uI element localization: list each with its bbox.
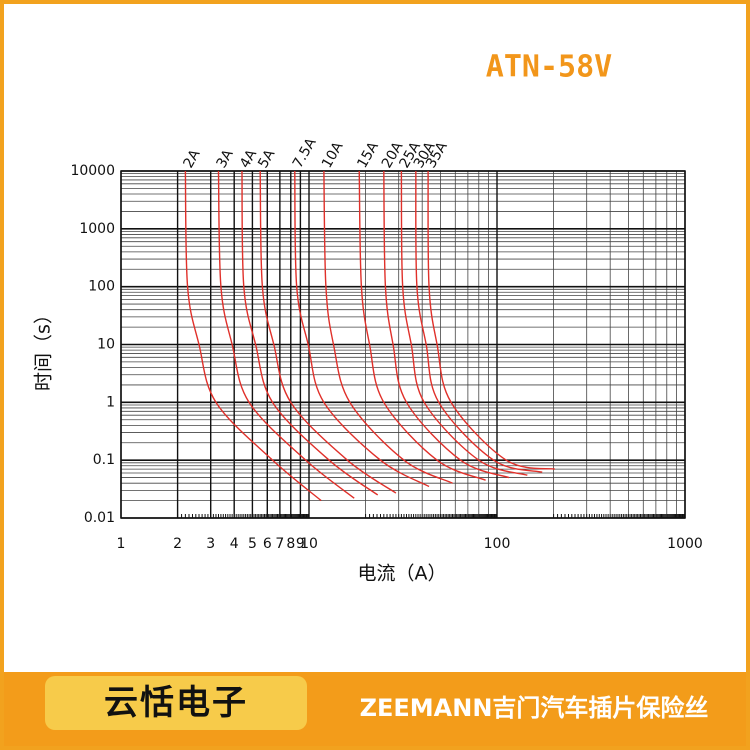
x-tick-label: 100 [484,536,511,552]
x-tick-label: 3 [206,536,215,552]
brand: 云恬电子 [45,676,307,730]
plot-frame [120,170,686,519]
series-label: 7.5A [290,135,320,171]
fuse-curve [294,170,430,488]
y-tick-label: 1 [106,394,115,410]
x-tick-label: 1000 [667,536,703,552]
fuse-curve [217,170,355,499]
series-label: 10A [319,139,347,171]
fuse-curve [184,170,322,502]
chart: ATN-58V 电流（A） 时间（s） 0.01 0.1 1 10 100 1000 100… [33,50,703,585]
product-name: ZEEMANN吉门汽车插片保险丝 [359,694,709,722]
fuse-curve [415,170,543,473]
fuse-curve [241,170,379,496]
x-tick-label: 10 [300,536,318,552]
fuse-curve [400,170,528,476]
x-axis-label: 电流（A） [358,563,447,585]
series-label: 5A [255,147,278,171]
x-tick-label: 6 [263,536,272,552]
x-tick-label: 4 [230,536,239,552]
y-tick-label: 0.1 [93,452,115,468]
y-tick-label: 10000 [70,163,115,179]
y-tick-label: 10 [97,337,115,353]
chart-title: ATN-58V [486,50,612,85]
fuse-curve [383,170,510,479]
x-tick-label: 9 [296,536,305,552]
series-label: 15A [354,139,382,171]
fuse-curve [259,170,397,494]
series-label: 2A [180,147,203,171]
x-tick-label: 2 [173,536,182,552]
x-tick-label: 1 [117,536,126,552]
series-label: 3A [214,147,237,171]
banner: 云恬电子 ZEEMANN吉门汽车插片保险丝 [4,672,746,746]
x-tick-label: 5 [248,536,257,552]
x-tick-label: 8 [286,536,295,552]
fuse-curve [358,170,486,481]
y-tick-label: 1000 [79,221,115,237]
y-tick-label: 100 [88,279,115,295]
y-tick-label: 0.01 [84,510,115,526]
x-tick-label: 7 [275,536,284,552]
fuse-curve [427,170,555,470]
y-axis-label: 时间（s） [33,305,55,391]
fuse-curve [323,170,453,484]
